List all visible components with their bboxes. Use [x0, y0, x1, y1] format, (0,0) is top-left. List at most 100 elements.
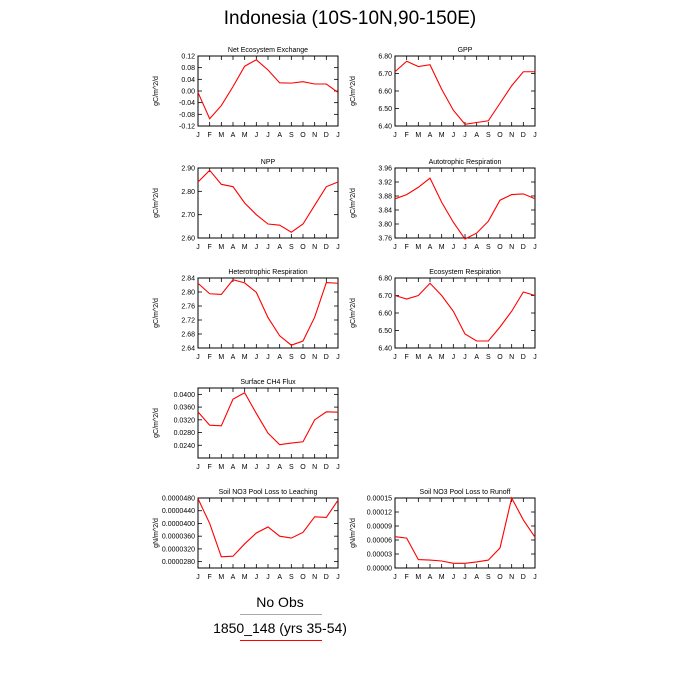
y-tick-label: 2.72 [181, 318, 195, 325]
x-tick-label: A [428, 244, 433, 251]
x-tick-label: M [242, 354, 248, 361]
x-tick-label: N [509, 244, 514, 251]
y-tick-label: 0.00015 [367, 496, 392, 503]
x-tick-label: A [231, 574, 236, 581]
x-tick-label: A [474, 132, 479, 139]
x-tick-label: J [393, 574, 397, 581]
y-tick-label: 0.0000440 [162, 508, 195, 515]
x-tick-label: N [312, 574, 317, 581]
x-tick-label: S [289, 354, 294, 361]
plot-frame [197, 387, 339, 459]
x-tick-label: O [300, 464, 306, 471]
x-tick-label: F [208, 464, 212, 471]
plot-frame [197, 167, 339, 239]
x-tick-label: J [266, 132, 270, 139]
chart-panel: Soil NO3 Pool Loss to Runoff 0.00000 0.000… [350, 489, 537, 581]
chart-title: Autotrophic Respiration [429, 159, 502, 166]
legend-obs-label: No Obs [256, 594, 304, 610]
y-tick-label: 0.0240 [174, 443, 196, 450]
y-tick-label: 0.0320 [174, 417, 196, 424]
x-tick-label: F [405, 574, 409, 581]
x-tick-label: J [463, 574, 467, 581]
y-tick-label: 2.68 [181, 332, 195, 339]
x-tick-label: D [324, 354, 329, 361]
chart-panel: Heterotrophic Respiration 2.64 2.68 2.72 2.7… [153, 269, 340, 361]
y-tick-label: 0.0400 [174, 392, 196, 399]
x-tick-label: A [277, 574, 282, 581]
y-tick-label: 2.80 [181, 189, 195, 196]
x-tick-label: O [497, 574, 503, 581]
x-tick-label: D [324, 244, 329, 251]
x-tick-label: J [336, 574, 340, 581]
legend-model-line [240, 640, 322, 641]
y-tick-label: 6.40 [378, 346, 392, 353]
y-axis-label: gC/m^2/d [153, 408, 160, 438]
plot-frame [394, 167, 536, 239]
y-tick-label: 6.50 [378, 106, 392, 113]
y-tick-label: 0.00000 [367, 566, 392, 573]
chart-panel: Ecosystem Respiration 6.40 6.50 6.60 6.70 6.8… [350, 269, 537, 361]
y-tick-label: 0.0000320 [162, 546, 195, 553]
y-tick-label: 0.08 [181, 65, 195, 72]
x-tick-label: M [439, 132, 445, 139]
x-tick-label: D [521, 244, 526, 251]
x-tick-label: M [218, 464, 224, 471]
x-tick-label: A [277, 354, 282, 361]
chart-title: Soil NO3 Pool Loss to Runoff [420, 489, 511, 496]
y-tick-label: 6.70 [378, 71, 392, 78]
y-tick-label: 0.0000400 [162, 521, 195, 528]
y-axis-label: gC/m^2/d [350, 298, 357, 328]
x-tick-label: J [463, 132, 467, 139]
x-tick-label: J [336, 354, 340, 361]
y-tick-label: 0.00009 [367, 524, 392, 531]
x-tick-label: S [289, 464, 294, 471]
x-tick-label: J [266, 464, 270, 471]
x-tick-label: A [231, 354, 236, 361]
x-tick-label: A [474, 244, 479, 251]
series-line [394, 496, 536, 564]
x-tick-label: A [231, 464, 236, 471]
chart-panels: Net Ecosystem Exchange -0.12 -0.08 -0.04 0.0… [153, 47, 537, 581]
y-tick-label: 6.60 [378, 311, 392, 318]
chart-panel: Net Ecosystem Exchange -0.12 -0.08 -0.04 0.0… [153, 47, 340, 139]
y-tick-label: 0.0280 [174, 430, 196, 437]
x-tick-label: J [266, 574, 270, 581]
x-tick-label: F [208, 132, 212, 139]
x-tick-label: J [255, 574, 259, 581]
y-tick-label: 3.88 [378, 194, 392, 201]
series-line [197, 169, 339, 233]
y-tick-label: 0.00 [181, 89, 195, 96]
x-tick-label: A [231, 244, 236, 251]
x-tick-label: M [415, 354, 421, 361]
plot-frame [394, 277, 536, 349]
y-tick-label: 0.0000360 [162, 534, 195, 541]
x-tick-label: J [533, 132, 537, 139]
y-axis-label: gC/m^2/d [153, 188, 160, 218]
y-tick-label: -0.04 [179, 100, 195, 107]
x-tick-label: S [486, 132, 491, 139]
x-tick-label: J [336, 132, 340, 139]
x-tick-label: J [393, 132, 397, 139]
x-tick-label: J [452, 244, 456, 251]
chart-panel: Surface CH4 Flux 0.0240 0.0280 0.0320 0.0360… [153, 379, 340, 471]
x-tick-label: S [289, 244, 294, 251]
y-tick-label: 6.80 [378, 276, 392, 283]
y-tick-label: 3.96 [378, 166, 392, 173]
x-tick-label: O [300, 574, 306, 581]
y-tick-label: 2.80 [181, 290, 195, 297]
x-tick-label: J [452, 354, 456, 361]
x-tick-label: F [405, 244, 409, 251]
y-tick-label: 3.80 [378, 222, 392, 229]
x-tick-label: M [218, 574, 224, 581]
x-tick-label: O [497, 354, 503, 361]
x-tick-label: M [242, 132, 248, 139]
y-tick-label: 6.40 [378, 124, 392, 131]
y-axis-label: gC/m^2/d [350, 188, 357, 218]
y-tick-label: 0.04 [181, 77, 195, 84]
y-tick-label: 3.84 [378, 208, 392, 215]
x-tick-label: D [324, 132, 329, 139]
x-tick-label: F [208, 244, 212, 251]
chart-panel: Autotrophic Respiration 3.76 3.80 3.84 3.88 3… [350, 159, 537, 251]
